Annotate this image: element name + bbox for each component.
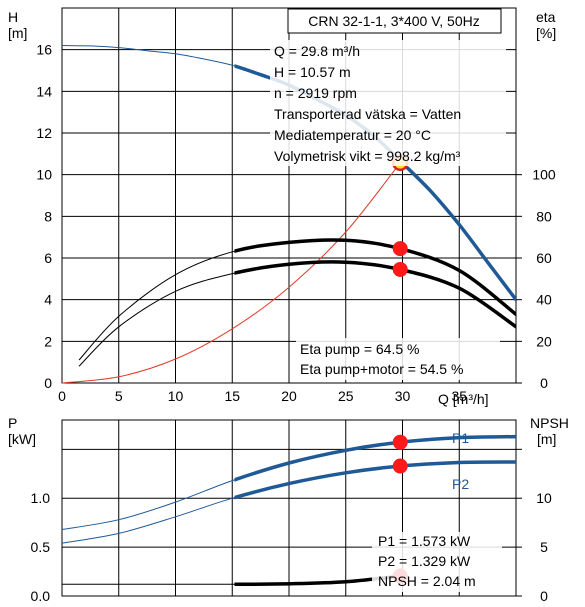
y-left-tick-label: 10 bbox=[36, 167, 52, 183]
p-tick-label: 1.0 bbox=[31, 490, 51, 506]
p2-value-text: P2 = 1.329 kW bbox=[378, 553, 471, 569]
duty-point-marker bbox=[392, 434, 408, 450]
p-tick-label: 0.5 bbox=[31, 539, 51, 555]
npsh-axis-label-line1: NPSH bbox=[530, 415, 569, 431]
y-left-label-line1: H bbox=[8, 9, 18, 25]
y-right-tick-label: 100 bbox=[532, 167, 556, 183]
info-line-density: Volymetrisk vikt = 998.2 kg/m³ bbox=[274, 148, 461, 164]
series-line-system_curve bbox=[61, 162, 401, 384]
y-right-tick-label: 0 bbox=[540, 375, 548, 391]
top-grid bbox=[62, 8, 516, 383]
info-line-q: Q = 29.8 m³/h bbox=[274, 43, 360, 59]
power-npsh-plot: 0.0 0.5 1.0 0 5 10 P [kW] NPSH [m] P1 P2 P1 … bbox=[8, 415, 569, 604]
series-line-thick-eta_pump_motor bbox=[234, 260, 517, 329]
y-right-tick-label: 80 bbox=[536, 208, 552, 224]
p1-series-label: P1 bbox=[452, 430, 469, 446]
p-axis-label-line1: P bbox=[8, 415, 17, 431]
top-x-tick-labels: 0 5 10 15 20 25 30 35 bbox=[58, 388, 467, 404]
y-right-tick-label: 60 bbox=[536, 250, 552, 266]
x-tick-label: 10 bbox=[168, 388, 184, 404]
bottom-y-right-tick-labels: 0 5 10 bbox=[516, 448, 552, 604]
info-line-liquid: Transporterad vätska = Vatten bbox=[274, 106, 461, 122]
y-left-tick-label: 12 bbox=[36, 125, 52, 141]
y-right-tick-label: 20 bbox=[536, 333, 552, 349]
y-left-tick-label: 2 bbox=[44, 333, 52, 349]
y-right-tick-label: 40 bbox=[536, 292, 552, 308]
info-line-temperature: Mediatemperatur = 20 °C bbox=[274, 127, 431, 143]
y-right-label-line2: [%] bbox=[536, 25, 556, 41]
x-tick-label: 30 bbox=[395, 388, 411, 404]
efficiency-info: Eta pump = 64.5 % Eta pump+motor = 54.5 … bbox=[296, 338, 500, 380]
title-box: CRN 32-1-1, 3*400 V, 50Hz bbox=[287, 8, 502, 34]
x-tick-label: 20 bbox=[281, 388, 297, 404]
p-axis-label-line2: [kW] bbox=[8, 431, 36, 447]
bottom-grid bbox=[62, 420, 516, 596]
y-left-tick-label: 6 bbox=[44, 250, 52, 266]
p2-series-label: P2 bbox=[452, 476, 469, 492]
power-info: P1 = 1.573 kW P2 = 1.329 kW NPSH = 2.04 … bbox=[372, 532, 502, 592]
x-tick-label: 35 bbox=[451, 388, 467, 404]
npsh-tick-label: 0 bbox=[540, 588, 548, 604]
x-tick-label: 0 bbox=[58, 388, 66, 404]
npsh-value-text: NPSH = 2.04 m bbox=[378, 573, 476, 589]
head-efficiency-plot: 0 5 10 15 20 25 30 35 0 2 4 6 8 10 12 14 16 0 20 40 60 80 10… bbox=[8, 7, 556, 407]
npsh-tick-label: 5 bbox=[540, 539, 548, 555]
p1-value-text: P1 = 1.573 kW bbox=[378, 533, 471, 549]
duty-point-marker bbox=[392, 458, 408, 474]
series-line-thick-eta_pump bbox=[234, 238, 517, 317]
npsh-axis-label-line2: [m] bbox=[537, 431, 556, 447]
y-left-label-line2: [m] bbox=[8, 25, 27, 41]
y-left-tick-label: 0 bbox=[44, 375, 52, 391]
y-left-tick-label: 16 bbox=[36, 42, 52, 58]
bottom-series bbox=[61, 434, 517, 587]
series-line-thick-NPSH bbox=[234, 574, 401, 587]
y-left-tick-label: 14 bbox=[36, 83, 52, 99]
duty-point-marker bbox=[392, 241, 408, 257]
series-line-thick-P2 bbox=[234, 460, 517, 500]
x-axis-label: Q [m³/h] bbox=[438, 391, 489, 407]
info-line-h: H = 10.57 m bbox=[274, 64, 351, 80]
top-y-right-tick-labels: 0 20 40 60 80 100 bbox=[516, 167, 556, 391]
duty-point-marker bbox=[392, 261, 408, 277]
x-tick-label: 5 bbox=[115, 388, 123, 404]
p-tick-label: 0.0 bbox=[31, 588, 51, 604]
x-tick-label: 25 bbox=[338, 388, 354, 404]
top-y-left-tick-labels: 0 2 4 6 8 10 12 14 16 bbox=[36, 42, 52, 391]
chart-title: CRN 32-1-1, 3*400 V, 50Hz bbox=[308, 13, 479, 29]
eta-pump-motor-text: Eta pump+motor = 54.5 % bbox=[300, 361, 463, 377]
x-tick-label: 15 bbox=[224, 388, 240, 404]
y-right-label-line1: eta bbox=[536, 9, 556, 25]
npsh-tick-label: 10 bbox=[536, 490, 552, 506]
y-left-tick-label: 8 bbox=[44, 208, 52, 224]
eta-pump-text: Eta pump = 64.5 % bbox=[300, 341, 419, 357]
operating-point-info: Q = 29.8 m³/h H = 10.57 m n = 2919 rpm T… bbox=[270, 40, 506, 166]
bottom-y-left-tick-labels: 0.0 0.5 1.0 bbox=[31, 490, 51, 604]
series-line-thick-P1 bbox=[234, 434, 517, 482]
info-line-n: n = 2919 rpm bbox=[274, 85, 357, 101]
y-left-tick-label: 4 bbox=[44, 292, 52, 308]
